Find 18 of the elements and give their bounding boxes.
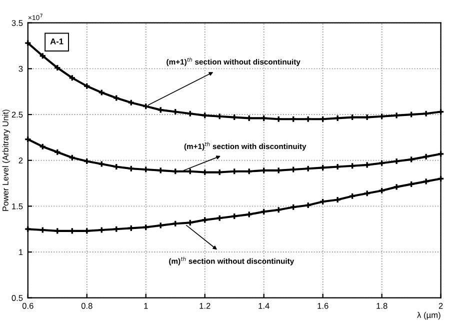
x-tick-label: 1.4 — [258, 303, 270, 309]
x-tick-label: 2 — [438, 302, 443, 309]
annotation: A-1 — [50, 38, 64, 44]
y-tick-label: 1.5 — [12, 203, 23, 210]
x-tick-label: 1.2 — [200, 302, 210, 309]
y-tick-label: 0.5 — [12, 295, 23, 301]
x-tick-label: 1 — [144, 303, 148, 309]
x-tick-label: 0.8 — [81, 302, 92, 309]
y-tick-label: 3 — [18, 66, 23, 72]
x-tick-label: 1.6 — [318, 302, 328, 309]
y-tick-label: 1 — [19, 249, 23, 256]
x-tick-label: 0.6 — [22, 302, 34, 309]
y-tick-label: 2 — [18, 158, 23, 164]
y-tick-label: 3.5 — [12, 20, 23, 26]
x-tick-label: 1.8 — [376, 302, 388, 309]
x-axis-title: λ (µm) — [417, 312, 440, 320]
y-tick-label: 2.5 — [12, 112, 23, 118]
y-axis-title: Power Level (Arbitrary Unit) — [2, 110, 10, 211]
